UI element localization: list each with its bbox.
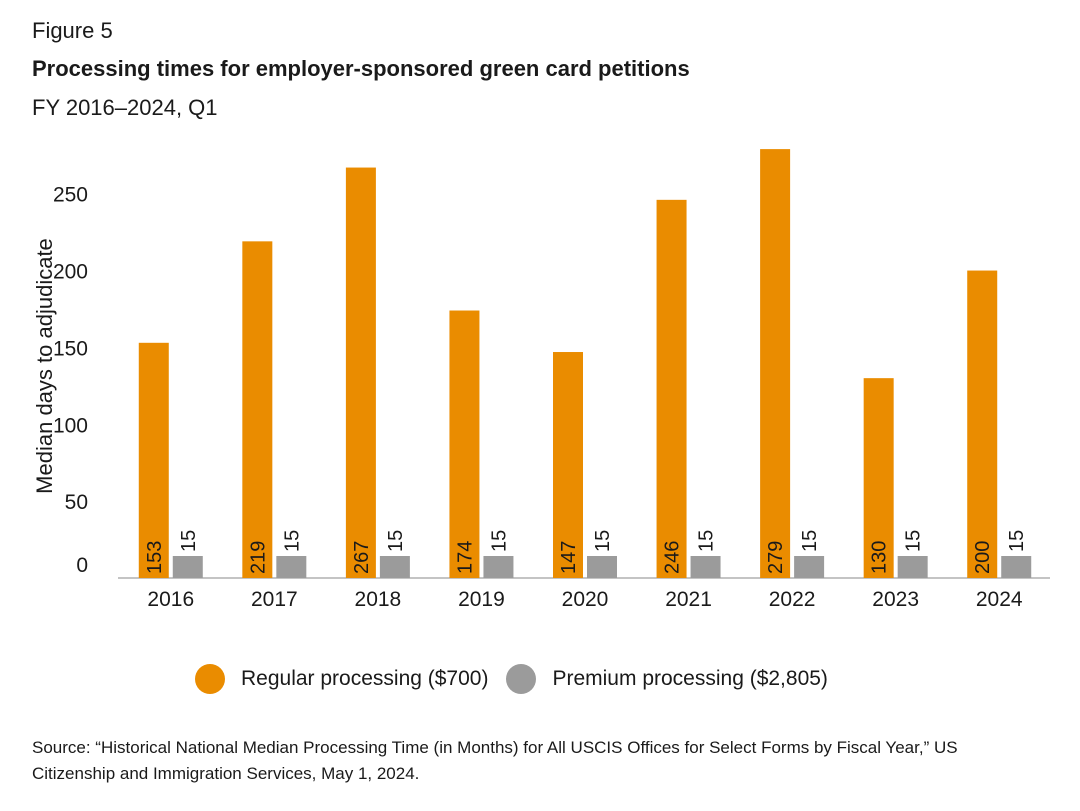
y-tick-label: 50 [65, 491, 88, 514]
bar-regular-2020 [553, 352, 583, 578]
x-tick-label-2019: 2019 [458, 588, 505, 611]
legend-label-premium: Premium processing ($2,805) [552, 667, 828, 690]
bar-premium-2018 [379, 556, 410, 578]
data-label-regular-2018: 267 [351, 541, 373, 574]
bar-premium-2019 [483, 556, 514, 578]
x-tick-label-2024: 2024 [976, 588, 1023, 611]
legend-label-regular: Regular processing ($700) [241, 667, 489, 690]
x-tick-label-2020: 2020 [562, 588, 609, 611]
x-tick-label-2017: 2017 [251, 588, 298, 611]
legend-swatch-premium [506, 664, 537, 694]
chart-title: Processing times for employer-sponsored … [32, 56, 690, 81]
x-tick-label-2016: 2016 [147, 588, 194, 611]
data-label-premium-2022: 15 [799, 530, 821, 552]
bar-regular-2022 [760, 149, 791, 578]
data-label-premium-2023: 15 [903, 530, 925, 552]
data-label-regular-2020: 147 [558, 541, 580, 574]
y-tick-label: 250 [53, 184, 88, 207]
y-tick-label: 100 [53, 414, 88, 437]
data-label-premium-2018: 15 [385, 530, 407, 552]
data-label-regular-2016: 153 [144, 541, 166, 574]
y-tick-label: 150 [53, 337, 88, 360]
bar-premium-2022 [794, 556, 825, 578]
bar-premium-2016 [172, 556, 203, 578]
data-label-regular-2022: 279 [765, 541, 787, 574]
y-tick-label: 0 [76, 554, 88, 577]
bar-regular-2019 [449, 310, 480, 578]
bar-premium-2017 [276, 556, 307, 578]
legend: Regular processing ($700) Premium proces… [195, 664, 846, 694]
bar-premium-2020 [587, 556, 617, 578]
data-label-regular-2024: 200 [972, 541, 994, 574]
bar-premium-2024 [1001, 556, 1032, 578]
data-label-premium-2024: 15 [1006, 530, 1028, 552]
bar-regular-2023 [863, 378, 894, 578]
data-label-regular-2023: 130 [869, 541, 891, 574]
data-label-premium-2019: 15 [488, 530, 510, 552]
bar-regular-2017 [242, 241, 273, 578]
bar-premium-2021 [690, 556, 721, 578]
bar-regular-2021 [656, 199, 687, 578]
x-tick-label-2018: 2018 [355, 588, 402, 611]
y-tick-label: 200 [53, 261, 88, 284]
data-label-regular-2017: 219 [247, 541, 269, 574]
bar-premium-2023 [897, 556, 928, 578]
data-label-regular-2021: 246 [662, 541, 684, 574]
chart-subtitle: FY 2016–2024, Q1 [32, 95, 218, 120]
data-label-premium-2021: 15 [696, 530, 718, 552]
bar-regular-2018 [345, 167, 376, 578]
figure-label: Figure 5 [32, 18, 113, 43]
data-label-premium-2020: 15 [592, 530, 614, 552]
bar-regular-2016 [138, 342, 169, 578]
bar-chart: Median days to adjudicate 0 50 100 150 200 250… [32, 149, 1050, 611]
legend-swatch-regular [195, 664, 225, 694]
x-tick-label-2021: 2021 [665, 588, 712, 611]
data-label-premium-2016: 15 [178, 530, 200, 552]
legend-item-premium: Premium processing ($2,805) [506, 664, 828, 694]
data-label-premium-2017: 15 [281, 530, 303, 552]
source-note: Source: “Historical National Median Proc… [32, 738, 958, 783]
data-label-regular-2019: 174 [454, 541, 476, 574]
x-tick-label-2022: 2022 [769, 588, 816, 611]
y-axis-title: Median days to adjudicate [32, 238, 57, 494]
x-tick-label-2023: 2023 [872, 588, 919, 611]
bar-regular-2024 [967, 270, 998, 578]
legend-item-regular: Regular processing ($700) [195, 664, 488, 694]
